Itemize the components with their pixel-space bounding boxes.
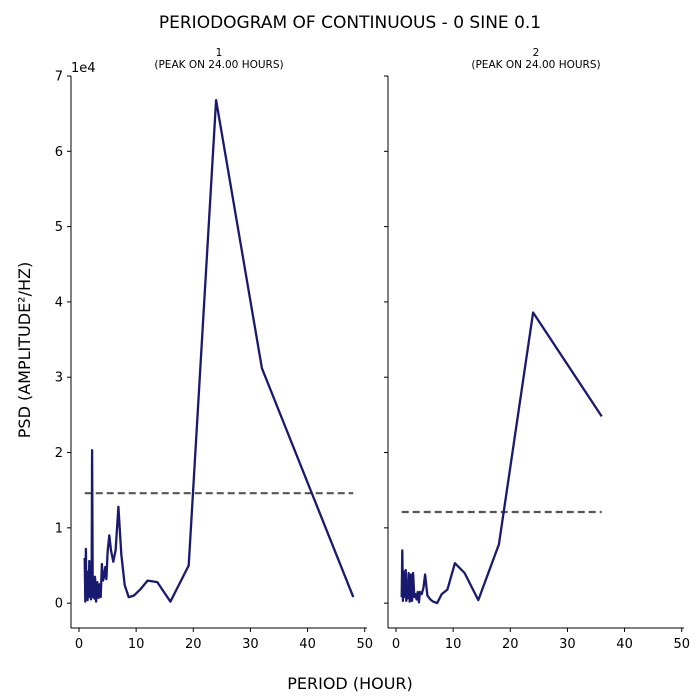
y-tick-label: 4 <box>55 295 63 310</box>
x-tick-label: 50 <box>673 637 690 652</box>
panel-subtitle: (PEAK ON 24.00 HOURS) <box>154 59 283 71</box>
panel-1: 1(PEAK ON 24.00 HOURS)0 10 20 30 40 500123456… <box>55 47 373 652</box>
panel-2: 2(PEAK ON 24.00 HOURS) 0 10 20 30 40 50 <box>384 47 690 652</box>
x-tick-label: 0 <box>75 637 83 652</box>
y-tick-label: 7 <box>55 70 63 85</box>
x-tick-label: 10 <box>128 637 145 652</box>
x-tick-label: 10 <box>445 637 462 652</box>
y-tick-label: 6 <box>55 145 63 160</box>
panel-subtitle: (PEAK ON 24.00 HOURS) <box>471 59 600 71</box>
y-tick-label: 0 <box>55 597 63 612</box>
panels: 1(PEAK ON 24.00 HOURS)0 10 20 30 40 500123456… <box>55 47 690 652</box>
panel-title: 1 <box>216 47 223 59</box>
psd-series-line <box>83 98 355 603</box>
x-tick-label: 50 <box>356 637 373 652</box>
x-tick-label: 30 <box>559 637 576 652</box>
y-tick-label: 2 <box>55 446 63 461</box>
y-tick-label: 1 <box>55 521 63 536</box>
y-axis-label: PSD (AMPLITUDE²/HZ) <box>15 262 34 438</box>
x-tick-label: 20 <box>502 637 519 652</box>
y-multiplier-label: 1e4 <box>71 61 96 76</box>
y-tick-label: 3 <box>55 371 63 386</box>
figure-title: PERIODOGRAM OF CONTINUOUS - 0 SINE 0.1 <box>159 13 541 33</box>
x-tick-label: 30 <box>242 637 259 652</box>
x-tick-label: 40 <box>299 637 316 652</box>
panel-title: 2 <box>533 47 540 59</box>
y-tick-label: 5 <box>55 220 63 235</box>
x-tick-label: 20 <box>185 637 202 652</box>
x-axis-label: PERIOD (HOUR) <box>287 674 413 693</box>
x-tick-label: 40 <box>616 637 633 652</box>
psd-series-line <box>400 311 603 605</box>
x-tick-label: 0 <box>392 637 400 652</box>
